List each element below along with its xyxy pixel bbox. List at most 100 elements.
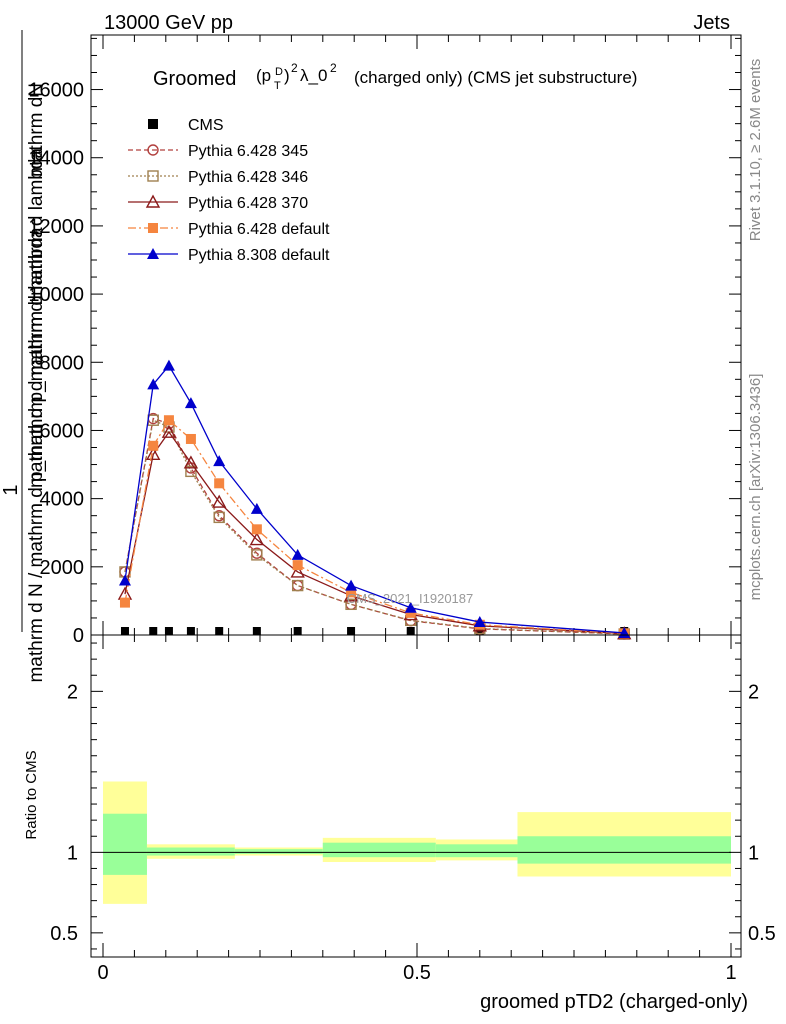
data-point [183, 455, 199, 469]
data-point [213, 455, 226, 467]
ratio-yticks: 0.5 0.5 1 1 2 2 [50, 642, 776, 950]
y-tick-label: 14000 [28, 148, 84, 170]
series-line [124, 431, 625, 635]
main-title: Groomed (p D T ) 2 λ_0 2 (charged only) … [153, 61, 637, 92]
ratio-band-inner [103, 813, 147, 875]
main-yticks: 0 2000 4000 6000 8000 10000 12000 14000 16000 [28, 37, 741, 647]
y-tick-label: 12000 [28, 216, 84, 238]
data-point [251, 524, 262, 535]
ylabel-top: 1 [0, 484, 22, 495]
title-math-paren-close: ) [284, 66, 290, 85]
x-tick-label: 1 [725, 962, 736, 984]
data-point [345, 579, 358, 591]
data-point [404, 601, 417, 613]
data-point [118, 574, 131, 586]
data-point [161, 424, 177, 438]
ratio-band-inner [435, 844, 518, 858]
ratio-y-tick-label-left: 1 [67, 842, 78, 864]
data-point [473, 616, 486, 628]
data-point [406, 627, 415, 635]
watermark: CMS_2021_I1920187 [347, 591, 474, 606]
data-point [164, 627, 173, 635]
data-point [250, 502, 263, 514]
ratio-plot-frame [90, 634, 742, 958]
legend-label: Pythia 6.428 345 [188, 143, 308, 160]
legend-label: Pythia 6.428 default [188, 221, 330, 238]
series-layer [117, 359, 632, 640]
ratio-y-tick-label-right: 0.5 [748, 923, 776, 945]
data-point [149, 627, 158, 635]
title-main: Groomed [153, 68, 236, 90]
ratio-band-inner [322, 842, 436, 858]
data-point [145, 194, 161, 208]
data-point [345, 598, 357, 611]
x-tick-label: 0 [97, 962, 108, 984]
legend-item: Pythia 6.428 default [128, 221, 330, 238]
ylabel-overlay: mathrm d N / mathrm d p_mathrm d mathrm … [26, 227, 47, 683]
ratio-band-inner [517, 836, 731, 864]
data-point [213, 511, 225, 524]
data-point [146, 446, 161, 461]
data-point [347, 627, 356, 635]
ratio-xlabel: groomed pTD2 (charged-only) [480, 991, 748, 1013]
data-point [147, 378, 160, 390]
data-point [148, 223, 158, 233]
ratio-y-tick-label-left: 0.5 [50, 923, 78, 945]
data-point [119, 597, 130, 608]
ratio-ylabel: Ratio to CMS [23, 750, 40, 839]
header-right: Jets [693, 12, 730, 34]
data-point [120, 627, 129, 635]
title-math-lambda: λ_0 [300, 66, 327, 85]
legend-item: Pythia 6.428 370 [128, 194, 308, 212]
data-point [162, 359, 175, 371]
legend: CMS Pythia 6.428 345 Pythia 6.428 346 Pythi… [128, 117, 330, 264]
mcplots-label: mcplots.cern.ch [arXiv:1306.3436] [747, 374, 764, 601]
ratio-y-tick-label-right: 1 [748, 842, 759, 864]
title-math: (p D T ) 2 λ_0 2 [256, 61, 337, 92]
ratio-y-tick-label-right: 2 [748, 681, 759, 703]
data-point [290, 564, 305, 578]
data-point [185, 465, 197, 478]
data-point [249, 532, 265, 546]
series-3 [117, 424, 632, 640]
ratio-y-tick-label-left: 2 [67, 681, 78, 703]
ratio-band-inner [234, 849, 323, 854]
title-math-sub-t: T [274, 80, 281, 92]
data-point [291, 579, 304, 592]
data-point [251, 549, 263, 561]
data-point [293, 627, 302, 635]
data-point [214, 478, 225, 489]
y-tick-label: 10000 [28, 284, 84, 306]
title-math-paren-open: (p [256, 66, 271, 85]
y-tick-label: 6000 [40, 420, 85, 442]
legend-item: Pythia 6.428 346 [128, 169, 308, 186]
ylabel-denominator: mathrm d p_mathrm d mathrm d lambda [26, 148, 47, 488]
ratio-xticks: 0 0.5 1 [97, 635, 737, 984]
series-4 [119, 415, 630, 639]
title-rest: (charged only) (CMS jet substructure) [354, 68, 637, 87]
legend-item: CMS [148, 117, 224, 134]
legend-item: Pythia 8.308 default [128, 247, 330, 264]
data-point [163, 415, 174, 426]
data-point [147, 144, 159, 156]
main-ylabel: 1 mathrm dN mathrm d p_mathrm d mathrm d… [0, 30, 47, 683]
y-tick-label: 4000 [40, 489, 85, 511]
legend-label: Pythia 8.308 default [188, 247, 330, 264]
rivet-label: Rivet 3.1.10, ≥ 2.6M events [747, 59, 764, 242]
y-tick-label: 16000 [28, 80, 84, 102]
data-point [184, 397, 197, 409]
data-point [148, 119, 158, 129]
data-point [147, 248, 159, 259]
ratio-band-inner [146, 847, 235, 856]
title-math-sup-2a: 2 [291, 61, 298, 75]
series-line [124, 419, 625, 635]
data-point [405, 607, 416, 618]
legend-label: Pythia 6.428 346 [188, 169, 308, 186]
header-left: 13000 GeV pp [104, 12, 233, 34]
y-tick-label: 2000 [40, 557, 85, 579]
data-point [252, 627, 261, 635]
series-5 [118, 359, 631, 638]
title-math-sup-d: D [275, 66, 283, 78]
legend-item: Pythia 6.428 345 [128, 143, 308, 160]
